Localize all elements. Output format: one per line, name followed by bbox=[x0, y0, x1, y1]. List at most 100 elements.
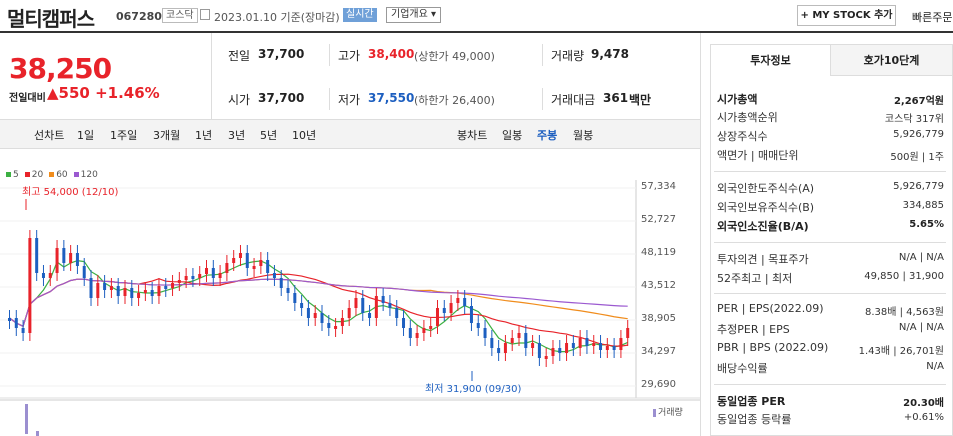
divider bbox=[211, 33, 212, 119]
candle-body bbox=[368, 313, 372, 318]
ma-legend-label: 60 bbox=[56, 170, 68, 180]
candle-body bbox=[130, 288, 134, 298]
tab-investment-info[interactable]: 투자정보 bbox=[711, 45, 830, 76]
candle-body bbox=[320, 313, 324, 323]
candle-body bbox=[184, 276, 188, 280]
info-label: 액면가 | 매매단위 bbox=[717, 149, 799, 162]
up-arrow-icon: ▲ bbox=[47, 84, 59, 102]
period-tab-5[interactable]: 5년 bbox=[260, 129, 278, 142]
candle-tab-1[interactable]: 주봉 bbox=[537, 129, 558, 142]
candle-body bbox=[612, 346, 616, 350]
candle-tab-0[interactable]: 일봉 bbox=[502, 129, 523, 142]
info-label: 외국인한도주식수(A) bbox=[717, 182, 815, 195]
period-tab-4[interactable]: 3년 bbox=[228, 129, 246, 142]
divider bbox=[714, 171, 946, 172]
divider bbox=[714, 384, 946, 385]
change-percent: +1.46% bbox=[95, 84, 160, 102]
candle-body bbox=[41, 273, 45, 278]
period-tab-0[interactable]: 1일 bbox=[77, 129, 95, 142]
candle-body bbox=[21, 328, 25, 333]
line-chart-label: 선차트 bbox=[34, 129, 65, 142]
period-tab-2[interactable]: 3개월 bbox=[153, 129, 181, 142]
info-label: 동일업종 등락률 bbox=[717, 413, 792, 426]
candle-chart-label: 봉차트 bbox=[457, 129, 488, 142]
candle-body bbox=[232, 258, 236, 263]
info-label: 시가총액 bbox=[717, 93, 758, 106]
current-price: 38,250 bbox=[9, 52, 112, 85]
candle-body bbox=[259, 260, 263, 266]
candle-body bbox=[82, 266, 86, 278]
candle-body bbox=[469, 306, 473, 323]
info-value: 2,267억원 bbox=[893, 96, 944, 107]
candle-body bbox=[252, 266, 256, 269]
ma-legend-swatch bbox=[6, 172, 11, 177]
candle-body bbox=[354, 298, 358, 308]
candle-body bbox=[571, 343, 575, 348]
ma120-line bbox=[9, 278, 628, 328]
live-button[interactable]: 실시간 bbox=[343, 8, 377, 22]
candle-body bbox=[537, 343, 541, 358]
tab-orderbook[interactable]: 호가10단계 bbox=[830, 45, 952, 76]
candle-body bbox=[225, 263, 229, 273]
market-badge: 코스닥 bbox=[162, 8, 198, 23]
candle-body bbox=[48, 273, 52, 278]
amount-label: 거래대금 bbox=[551, 93, 596, 107]
candle-body bbox=[96, 283, 100, 298]
high-price: 38,400 bbox=[368, 47, 415, 61]
candle-body bbox=[592, 343, 596, 346]
y-tick-label: 48,119 bbox=[641, 247, 676, 258]
change-value: ▲550 +1.46% bbox=[47, 84, 160, 102]
candle-body bbox=[381, 296, 385, 303]
stock-chart[interactable]: 최고 54,000 (12/10) 최저 31,900 (09/30) bbox=[0, 178, 700, 436]
candle-body bbox=[164, 286, 168, 289]
divider bbox=[329, 44, 330, 66]
divider bbox=[542, 44, 543, 66]
low-annotation: 최저 31,900 (09/30) bbox=[425, 383, 521, 395]
candle-body bbox=[429, 326, 433, 329]
candle-body bbox=[463, 298, 467, 306]
candle-body bbox=[14, 318, 18, 328]
info-label: 추정PER | EPS bbox=[717, 323, 790, 336]
calendar-icon bbox=[200, 9, 210, 20]
info-label: PER | EPS(2022.09) bbox=[717, 302, 824, 315]
y-tick-label: 34,297 bbox=[641, 346, 676, 357]
ma-legend-label: 5 bbox=[13, 170, 19, 180]
candle-body bbox=[524, 333, 528, 348]
ma-legend-item: 60 bbox=[49, 170, 68, 180]
volume-value: 9,478 bbox=[591, 47, 629, 61]
candle-body bbox=[327, 323, 331, 328]
ma-legend-swatch bbox=[49, 172, 55, 177]
info-value: 코스닥 317위 bbox=[884, 114, 944, 125]
candle-tab-2[interactable]: 월봉 bbox=[573, 129, 594, 142]
info-label: 동일업종 PER bbox=[717, 395, 786, 408]
candle-body bbox=[103, 283, 107, 290]
date-text: 2023.01.10 기준(장마감) bbox=[214, 11, 340, 24]
y-tick-label: 52,727 bbox=[641, 214, 676, 225]
candle-body bbox=[395, 308, 399, 318]
candle-body bbox=[143, 290, 147, 293]
period-tab-1[interactable]: 1주일 bbox=[110, 129, 138, 142]
ma-legend-label: 120 bbox=[80, 170, 98, 180]
candle-body bbox=[510, 338, 514, 343]
candle-body bbox=[218, 273, 222, 278]
candle-body bbox=[517, 333, 521, 338]
info-label: 외국인소진율(B/A) bbox=[717, 220, 809, 233]
period-tab-3[interactable]: 1년 bbox=[195, 129, 213, 142]
candle-body bbox=[8, 318, 11, 321]
period-tab-6[interactable]: 10년 bbox=[292, 129, 317, 142]
info-value: 8.38배 | 4,563원 bbox=[864, 307, 944, 318]
company-info-dropdown[interactable]: 기업개요 ▾ bbox=[386, 7, 441, 23]
ma-legend-item: 20 bbox=[24, 170, 44, 180]
low-label: 저가 bbox=[338, 93, 361, 107]
candle-body bbox=[490, 338, 494, 348]
candle-body bbox=[544, 356, 548, 359]
candle-body bbox=[306, 308, 310, 318]
info-value: 5,926,779 bbox=[893, 181, 944, 192]
my-stock-add-button[interactable]: + MY STOCK 추가 bbox=[797, 5, 896, 26]
chart-toolbar bbox=[0, 119, 700, 149]
candle-body bbox=[497, 348, 501, 353]
open-price: 37,700 bbox=[258, 91, 305, 105]
info-label: PBR | BPS (2022.09) bbox=[717, 341, 829, 354]
ma-legend-label: 20 bbox=[31, 170, 44, 180]
quick-order-link[interactable]: 빠른주문 bbox=[912, 11, 953, 24]
